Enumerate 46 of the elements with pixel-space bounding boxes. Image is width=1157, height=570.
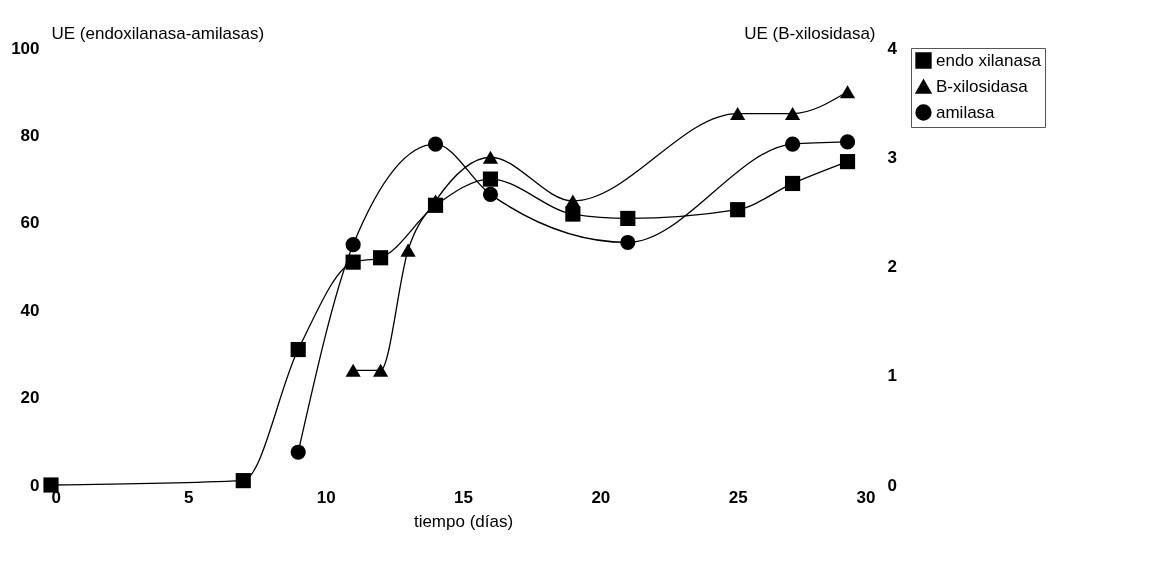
x-tick-label: 5 [184, 487, 194, 507]
y2-tick-label: 2 [887, 257, 897, 276]
legend-label: amilasa [936, 102, 996, 122]
point [345, 237, 361, 253]
y-tick-label: 20 [20, 388, 40, 408]
point [290, 444, 306, 460]
point [427, 136, 444, 152]
y2-tick-label: 4 [887, 38, 898, 58]
point [730, 106, 746, 121]
y-tick-label: 60 [20, 213, 40, 233]
point [785, 175, 801, 192]
legend-label: endo xilanasa [936, 50, 1042, 70]
point [482, 150, 499, 164]
point [839, 154, 856, 170]
point [290, 341, 306, 358]
point [345, 363, 361, 377]
point [785, 106, 801, 121]
y-tick-label: 100 [11, 38, 40, 58]
point [235, 473, 251, 489]
x-tick-label: 10 [316, 487, 336, 507]
legend-label: B-xilosidasa [936, 76, 1029, 96]
point [373, 363, 389, 377]
y-tick-label: 80 [20, 125, 40, 145]
point [400, 243, 416, 257]
x-tick-label: 25 [728, 487, 748, 507]
x-tick-label: 20 [591, 487, 611, 507]
y2-tick-label: 3 [887, 147, 897, 167]
y-axis-title: UE (endoxilanasa-amilasas) [51, 23, 265, 43]
point [482, 171, 499, 187]
x-axis-title: tiempo (días) [413, 511, 514, 531]
y2-tick-label: 1 [887, 366, 897, 386]
point [482, 186, 499, 202]
point [620, 234, 636, 251]
point [839, 85, 856, 99]
y2-axis-title: UE (B-xilosidasa) [744, 23, 876, 43]
y-tick-label: 40 [20, 300, 40, 320]
x-tick-label: 30 [856, 487, 876, 507]
point [373, 250, 389, 266]
point [345, 254, 361, 270]
point [565, 194, 581, 208]
point [785, 136, 801, 152]
point [839, 134, 856, 150]
point [620, 210, 636, 227]
point [43, 477, 59, 493]
x-tick-label: 15 [454, 487, 473, 507]
point [730, 202, 746, 218]
